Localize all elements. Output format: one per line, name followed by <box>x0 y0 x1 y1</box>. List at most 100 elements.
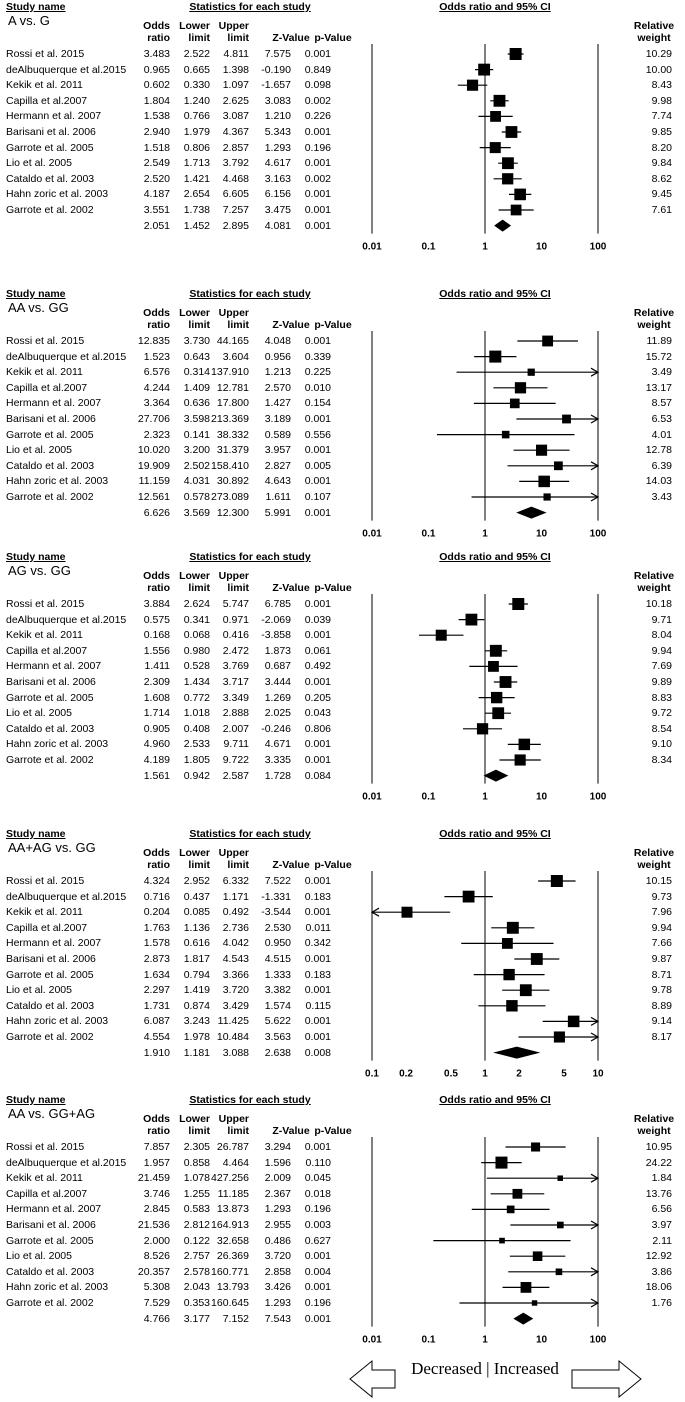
point-estimate-square <box>489 350 502 363</box>
study-weight: 15.72 <box>645 350 672 363</box>
study-weight: 13.76 <box>645 1187 672 1200</box>
study-z: 5.622 <box>264 1015 291 1028</box>
study-name: Garrote et al. 2002 <box>6 204 94 216</box>
study-p: 0.196 <box>304 1297 331 1309</box>
point-estimate-square <box>512 598 525 610</box>
study-z: 1.269 <box>264 691 291 704</box>
study-p: 0.098 <box>304 79 331 92</box>
study-weight: 7.69 <box>651 660 672 673</box>
summary-or: 4.766 <box>143 1312 170 1325</box>
study-or: 6.087 <box>143 1015 170 1028</box>
point-estimate-square <box>501 430 510 439</box>
summary-upper: 3.088 <box>222 1046 249 1059</box>
relative-weight-header: Relative <box>633 307 675 319</box>
study-or: 1.731 <box>143 999 170 1012</box>
summary-upper: 12.300 <box>216 506 249 519</box>
point-estimate-square <box>501 937 513 949</box>
point-estimate-square <box>499 1237 505 1244</box>
summary-z: 1.728 <box>264 769 291 782</box>
study-lower: 1.738 <box>183 204 210 216</box>
study-weight: 8.54 <box>651 722 672 735</box>
point-estimate-square <box>493 94 506 107</box>
z-value-header: Z-Value <box>272 1125 310 1137</box>
study-p: 0.110 <box>305 1156 332 1169</box>
study-or: 1.518 <box>143 141 170 154</box>
study-weight: 24.22 <box>645 1156 672 1169</box>
summary-diamond <box>494 219 512 232</box>
study-z: -2.069 <box>261 613 291 626</box>
study-lower: 1.419 <box>183 984 210 997</box>
study-p: 0.226 <box>304 110 331 123</box>
point-estimate-square <box>506 1000 518 1012</box>
study-z: 1.213 <box>264 366 291 379</box>
study-weight: 18.06 <box>645 1281 672 1294</box>
study-lower: 1.421 <box>183 172 210 185</box>
summary-p: 0.008 <box>304 1046 331 1059</box>
summary-upper: 2.895 <box>222 219 249 232</box>
study-p: 0.115 <box>305 999 332 1012</box>
study-or: 19.909 <box>137 459 170 472</box>
study-upper: 10.484 <box>216 1031 249 1043</box>
study-lower: 1.240 <box>183 94 210 107</box>
axis-tick-label: 0.01 <box>362 529 382 540</box>
divider-label: | <box>486 1359 490 1378</box>
point-estimate-square <box>538 475 550 488</box>
study-name: Capilla et al.2007 <box>6 921 88 934</box>
point-estimate-square <box>514 188 526 201</box>
study-name: Garrote et al. 2002 <box>6 491 94 503</box>
study-upper: 38.332 <box>216 428 249 441</box>
study-upper: 6.332 <box>222 875 249 887</box>
study-lower: 0.766 <box>183 110 210 123</box>
study-name: Garrote et al. 2005 <box>6 141 94 154</box>
study-or: 21.536 <box>137 1219 170 1231</box>
study-p: 0.001 <box>304 475 331 488</box>
study-weight: 8.04 <box>651 629 672 642</box>
study-z: 1.293 <box>264 1203 291 1216</box>
study-upper: 164.913 <box>211 1219 249 1231</box>
ci-arrow-right <box>590 492 600 502</box>
study-upper: 3.769 <box>222 660 249 673</box>
study-or: 3.483 <box>143 48 170 60</box>
study-or: 1.608 <box>143 691 170 704</box>
study-or: 3.364 <box>143 397 170 410</box>
study-or: 2.520 <box>143 172 170 185</box>
study-weight: 9.78 <box>651 984 672 997</box>
study-p: 0.001 <box>304 1031 331 1043</box>
study-upper: 3.366 <box>222 968 249 981</box>
lower-header: Lower <box>179 570 210 582</box>
statistics-header: Statistics for each study <box>189 551 311 563</box>
odds-header: Odds <box>143 307 170 319</box>
study-upper: 273.089 <box>211 491 249 503</box>
study-weight: 10.00 <box>645 63 672 76</box>
odds-ratio-ci-header: Odds ratio and 95% CI <box>439 1 551 13</box>
study-p: 0.043 <box>304 707 331 720</box>
study-p: 0.154 <box>304 397 331 410</box>
study-name-header: Study name <box>6 1 66 13</box>
study-name-header: Study name <box>6 1094 66 1106</box>
study-lower: 0.772 <box>183 691 210 704</box>
ci-arrow-right <box>590 1298 600 1308</box>
upper-header: Upper <box>218 847 249 859</box>
study-z: 3.444 <box>264 676 291 688</box>
study-or: 0.168 <box>143 629 170 642</box>
study-z: -1.331 <box>261 890 291 903</box>
study-upper: 0.492 <box>222 906 249 919</box>
comparison-title: AG vs. GG <box>8 563 71 578</box>
summary-lower: 3.569 <box>183 506 210 519</box>
z-value-header: Z-Value <box>272 32 310 44</box>
study-upper: 3.429 <box>222 999 249 1012</box>
study-lower: 2.522 <box>183 48 210 60</box>
point-estimate-square <box>490 691 503 704</box>
axis-tick-label: 1 <box>482 242 488 253</box>
study-name: Cataldo et al. 2003 <box>6 1265 95 1278</box>
study-name: deAlbuquerque et al.2015 <box>6 63 127 76</box>
study-upper: 4.042 <box>222 937 249 950</box>
study-upper: 4.468 <box>222 172 249 185</box>
axis-tick-label: 0.01 <box>362 1335 382 1346</box>
forest-plot: 0.01 0.1 1 10 100 <box>362 331 607 540</box>
summary-lower: 1.181 <box>183 1046 210 1059</box>
axis-tick-label: 0.1 <box>365 1069 379 1080</box>
study-or: 8.526 <box>143 1250 170 1263</box>
summary-diamond <box>516 506 547 519</box>
study-weight: 8.62 <box>651 172 672 185</box>
